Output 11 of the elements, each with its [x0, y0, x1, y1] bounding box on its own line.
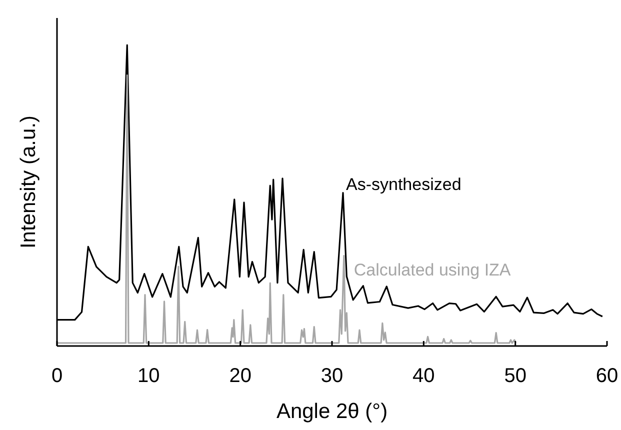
x-tick-label: 20 [229, 365, 252, 387]
x-tick-label: 50 [504, 365, 526, 387]
series-label: As-synthesized [346, 174, 462, 194]
y-axis-title: Intensity (a.u.) [17, 115, 40, 249]
x-tick-label: 10 [138, 365, 160, 387]
x-tick-label: 40 [412, 365, 435, 387]
series-label: Calculated using IZA [354, 260, 512, 280]
x-tick-label: 0 [51, 365, 63, 387]
x-tick-label: 30 [320, 365, 344, 387]
x-axis-title: Angle 2θ (°) [276, 400, 388, 423]
x-tick-label: 60 [596, 365, 618, 387]
